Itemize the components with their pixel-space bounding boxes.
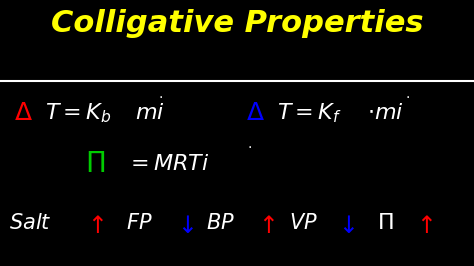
Text: $\Delta$: $\Delta$ bbox=[14, 101, 33, 125]
Text: $.$: $.$ bbox=[405, 88, 410, 101]
Text: $\Pi$: $\Pi$ bbox=[85, 149, 105, 178]
Text: $VP$: $VP$ bbox=[289, 213, 318, 234]
Text: $\uparrow$: $\uparrow$ bbox=[412, 214, 434, 238]
Text: $BP$: $BP$ bbox=[206, 213, 235, 234]
Text: $\cdot mi$: $\cdot mi$ bbox=[367, 103, 404, 123]
Text: $\downarrow$: $\downarrow$ bbox=[173, 214, 194, 238]
Text: $.$: $.$ bbox=[158, 88, 163, 101]
Text: $Salt$: $Salt$ bbox=[9, 213, 52, 234]
Text: Colligative Properties: Colligative Properties bbox=[51, 9, 423, 38]
Text: $\downarrow$: $\downarrow$ bbox=[334, 214, 356, 238]
Text: $mi$: $mi$ bbox=[135, 103, 165, 123]
Text: $T = K_f$: $T = K_f$ bbox=[277, 101, 342, 125]
Text: $\uparrow$: $\uparrow$ bbox=[254, 214, 275, 238]
Text: $\uparrow$: $\uparrow$ bbox=[83, 214, 104, 238]
Text: $FP$: $FP$ bbox=[126, 213, 152, 234]
Text: $\Delta$: $\Delta$ bbox=[246, 101, 265, 125]
Text: $.$: $.$ bbox=[247, 137, 252, 151]
Text: $= MRTi$: $= MRTi$ bbox=[126, 153, 209, 174]
Text: $\Pi$: $\Pi$ bbox=[377, 213, 393, 234]
Text: $T = K_b$: $T = K_b$ bbox=[45, 101, 111, 125]
